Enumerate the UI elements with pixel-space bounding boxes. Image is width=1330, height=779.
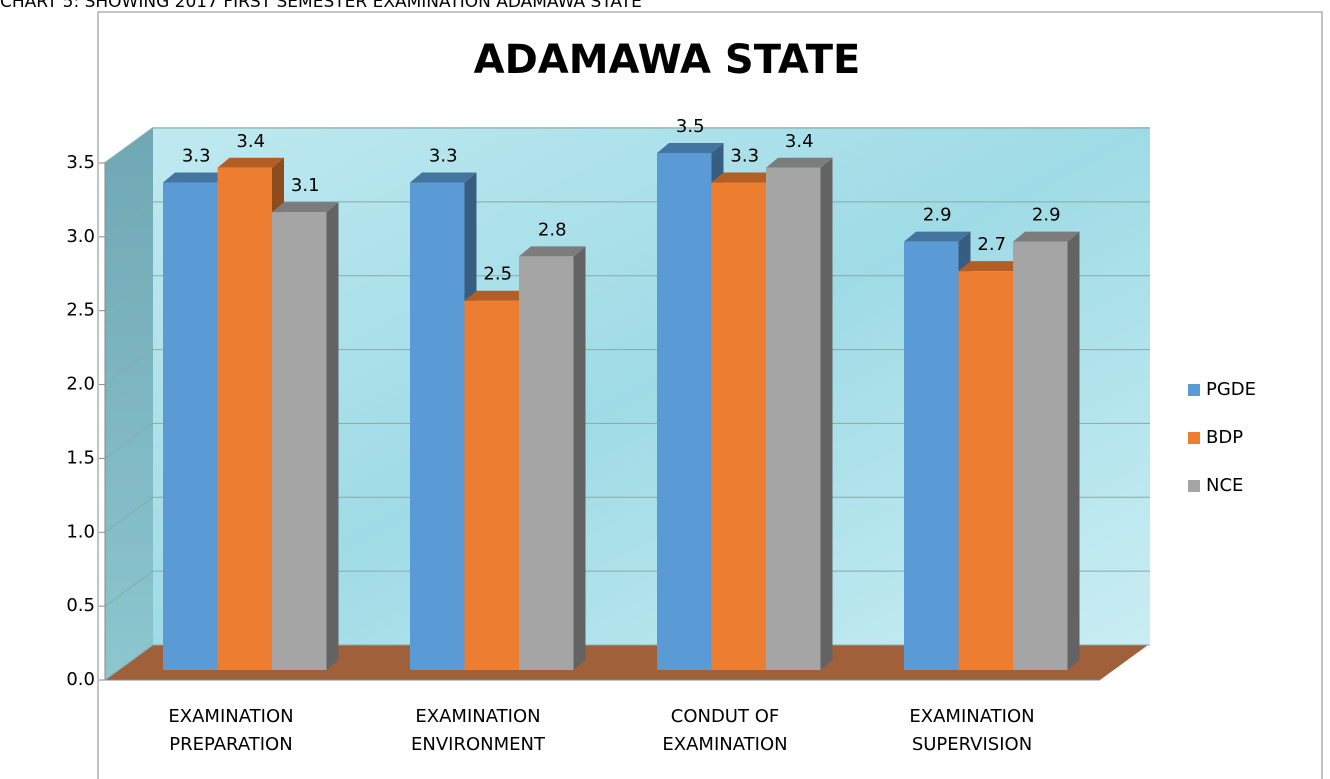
- value-label: 2.5: [483, 264, 512, 285]
- value-label: 3.4: [785, 131, 814, 152]
- bar: [519, 246, 586, 670]
- bar-front: [163, 182, 218, 671]
- y-tick-label: 1.0: [66, 521, 95, 542]
- legend-swatch: [1188, 480, 1200, 492]
- y-tick-label: 2.5: [66, 300, 95, 321]
- value-label: 2.9: [1032, 205, 1061, 226]
- bar-top: [464, 290, 531, 301]
- y-tick-label: 0.5: [66, 595, 95, 616]
- bar-top: [1013, 231, 1080, 242]
- bar-front: [657, 153, 712, 670]
- value-label: 2.8: [538, 219, 567, 240]
- chart-title: ADAMAWA STATE: [474, 37, 861, 83]
- value-label: 2.9: [923, 205, 952, 226]
- legend-label: PGDE: [1206, 379, 1256, 400]
- x-tick-label: EXAMINATION PREPARATION: [168, 706, 294, 755]
- bar-top: [904, 231, 971, 242]
- x-tick-label: EXAMINATION ENVIRONMENT: [411, 706, 545, 755]
- bar-front: [272, 212, 327, 671]
- value-label: 3.3: [730, 146, 759, 167]
- chart-border: [97, 11, 1323, 779]
- bar-side: [820, 157, 833, 670]
- value-label: 3.4: [236, 131, 265, 152]
- y-tick-label: 3.0: [66, 226, 95, 247]
- bar-top: [217, 157, 284, 168]
- bar-top: [657, 143, 724, 153]
- bar-top: [711, 172, 778, 183]
- value-label: 3.1: [291, 175, 320, 196]
- bar-front: [410, 182, 465, 671]
- legend-label: BDP: [1206, 427, 1243, 448]
- y-tick-label: 3.5: [66, 152, 95, 173]
- bar-top: [272, 202, 339, 213]
- x-tick-label: CONDUT OF EXAMINATION: [662, 706, 788, 755]
- value-label: 3.5: [676, 116, 705, 137]
- bar-top: [519, 246, 586, 257]
- bar-front: [904, 241, 959, 670]
- bar: [766, 157, 833, 670]
- value-label: 2.7: [977, 234, 1006, 255]
- bar-front: [958, 271, 1013, 670]
- bar-front: [1013, 241, 1068, 670]
- floor: [105, 645, 1148, 680]
- grid-line: [104, 127, 1150, 164]
- y-tick-label: 2.0: [66, 374, 95, 395]
- bar-side: [573, 246, 586, 670]
- x-tick-label: EXAMINATION SUPERVISION: [909, 706, 1035, 755]
- bar-top: [410, 172, 477, 183]
- bar-side: [326, 202, 339, 671]
- bar-front: [519, 256, 574, 670]
- value-label: 3.3: [182, 146, 211, 167]
- bar-side: [1067, 231, 1080, 670]
- value-label: 3.3: [429, 146, 458, 167]
- bar-top: [766, 157, 833, 168]
- bar: [1013, 231, 1080, 670]
- y-tick-label: 1.5: [66, 447, 95, 468]
- y-tick-label: 0.0: [66, 669, 95, 690]
- caption: CHART 5: SHOWING 2017 FIRST SEMESTER EXA…: [0, 0, 642, 12]
- back-wall: [153, 127, 1150, 645]
- legend-swatch: [1188, 384, 1200, 396]
- bar-front: [217, 167, 272, 670]
- side-wall: [105, 127, 153, 680]
- bar-front: [711, 182, 766, 671]
- bar-front: [464, 300, 519, 670]
- bar-front: [766, 167, 821, 670]
- bar-top: [958, 261, 1025, 272]
- bar: [272, 202, 339, 671]
- legend-label: NCE: [1206, 475, 1243, 496]
- legend-swatch: [1188, 432, 1200, 444]
- bar-top: [163, 172, 230, 183]
